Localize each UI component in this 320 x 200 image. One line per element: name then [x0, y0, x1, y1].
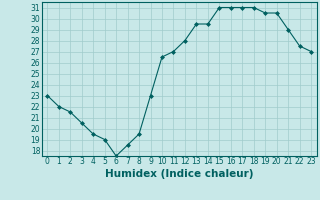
X-axis label: Humidex (Indice chaleur): Humidex (Indice chaleur)	[105, 169, 253, 179]
